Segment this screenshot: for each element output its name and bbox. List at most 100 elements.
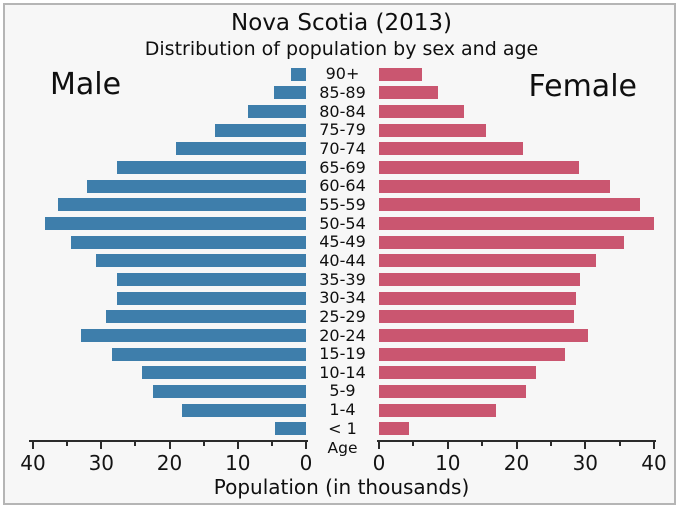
- male-bar: [58, 198, 306, 212]
- age-group-label: 5-9: [329, 381, 356, 401]
- x-axis-minor-tick: [270, 442, 273, 446]
- male-bar-cell: [33, 401, 306, 420]
- x-axis-tick: [515, 442, 518, 449]
- male-series-label: Male: [50, 67, 122, 102]
- female-bar-cell: [379, 84, 654, 103]
- pyramid-row: 45-49: [33, 233, 654, 252]
- female-bar: [379, 347, 566, 361]
- pyramid-row: 50-54: [33, 214, 654, 233]
- female-bar-cell: [379, 289, 654, 308]
- female-bar-cell: [379, 121, 654, 140]
- male-bar: [80, 329, 306, 343]
- male-bar-cell: [33, 102, 306, 121]
- male-bar-cell: [33, 326, 306, 345]
- female-bar: [379, 67, 423, 81]
- female-bar: [379, 142, 524, 156]
- pyramid-row: 20-24: [33, 326, 654, 345]
- x-axis-tick: [32, 442, 34, 449]
- female-bar-cell: [379, 102, 654, 121]
- chart-subtitle: Distribution of population by sex and ag…: [144, 38, 539, 60]
- male-bar: [112, 347, 306, 361]
- x-axis-minor-tick: [481, 442, 484, 446]
- male-bar-cell: [33, 270, 306, 289]
- x-axis-minor-tick: [66, 442, 69, 446]
- male-bar-cell: [33, 140, 306, 159]
- x-axis-tick-label: 30: [572, 451, 599, 475]
- x-axis-tick: [653, 442, 655, 449]
- male-x-axis-line: [29, 440, 308, 442]
- x-axis-tick-label: 20: [503, 451, 530, 475]
- male-bar-cell: [33, 289, 306, 308]
- age-group-label: 20-24: [319, 325, 366, 345]
- female-bar-cell: [379, 382, 654, 401]
- male-bar-cell: [33, 65, 306, 84]
- age-group-label: 30-34: [319, 288, 366, 308]
- female-bar: [379, 366, 536, 380]
- female-x-axis-line: [377, 440, 656, 442]
- pyramid-row: 65-69: [33, 158, 654, 177]
- male-bar-cell: [33, 233, 306, 252]
- x-axis-label: Population (in thousands): [213, 475, 470, 499]
- x-axis-tick-label: 40: [641, 451, 667, 475]
- chart-title: Nova Scotia (2013): [231, 10, 452, 36]
- x-axis-tick: [168, 442, 171, 449]
- pyramid-row: 1-4: [33, 401, 654, 420]
- x-axis-tick: [584, 442, 587, 449]
- female-bar-cell: [379, 270, 654, 289]
- age-group-label: 45-49: [319, 232, 366, 252]
- male-bar-cell: [33, 419, 306, 438]
- female-bar-cell: [379, 196, 654, 215]
- female-bar-cell: [379, 177, 654, 196]
- x-axis-minor-tick: [412, 442, 415, 446]
- age-group-label: 55-59: [319, 194, 366, 214]
- x-axis-tick: [236, 442, 239, 449]
- male-bar-cell: [33, 364, 306, 383]
- x-axis-minor-tick: [202, 442, 205, 446]
- female-x-axis-ticks: 0 10 20 30 40: [373, 442, 667, 475]
- female-series-label: Female: [528, 69, 637, 104]
- pyramid-row: 90+: [33, 65, 654, 84]
- female-bar: [379, 403, 496, 417]
- male-bar: [291, 67, 306, 81]
- female-bar: [379, 291, 577, 305]
- male-bar: [106, 310, 306, 324]
- female-bar-cell: [379, 252, 654, 271]
- female-bar: [379, 179, 610, 193]
- female-bar-cell: [379, 364, 654, 383]
- female-bar-cell: [379, 308, 654, 327]
- male-bar-cell: [33, 382, 306, 401]
- age-group-label: 40-44: [319, 250, 366, 270]
- pyramid-row: 35-39: [33, 270, 654, 289]
- pyramid-row: 15-19: [33, 345, 654, 364]
- age-group-label: 35-39: [319, 269, 366, 289]
- male-bar-cell: [33, 84, 306, 103]
- male-bar: [215, 123, 306, 137]
- x-axis-minor-tick: [549, 442, 552, 446]
- female-bar-cell: [379, 140, 654, 159]
- male-x-axis-ticks: 0 10 20 30 40: [20, 442, 312, 475]
- male-bar: [95, 254, 306, 268]
- age-group-label: 75-79: [319, 120, 366, 140]
- female-bar: [379, 123, 486, 137]
- male-bar: [116, 273, 306, 287]
- x-axis-tick-label: 0: [299, 451, 313, 475]
- male-bar: [273, 86, 306, 100]
- figure-frame: [3, 3, 676, 505]
- male-bar-cell: [33, 121, 306, 140]
- female-bar-cell: [379, 345, 654, 364]
- female-bar: [379, 422, 410, 436]
- female-bar-cell: [379, 419, 654, 438]
- age-group-label: 80-84: [319, 101, 366, 121]
- pyramid-row: 80-84: [33, 102, 654, 121]
- male-bar: [71, 235, 306, 249]
- pyramid-row: < 1: [33, 419, 654, 438]
- male-bar-cell: [33, 252, 306, 271]
- age-group-label: 15-19: [319, 344, 366, 364]
- male-bar: [181, 403, 306, 417]
- age-group-label: 1-4: [329, 400, 356, 420]
- male-bar: [153, 384, 306, 398]
- age-axis-label: Age: [327, 439, 358, 457]
- male-bar-cell: [33, 345, 306, 364]
- age-group-label: < 1: [328, 418, 357, 438]
